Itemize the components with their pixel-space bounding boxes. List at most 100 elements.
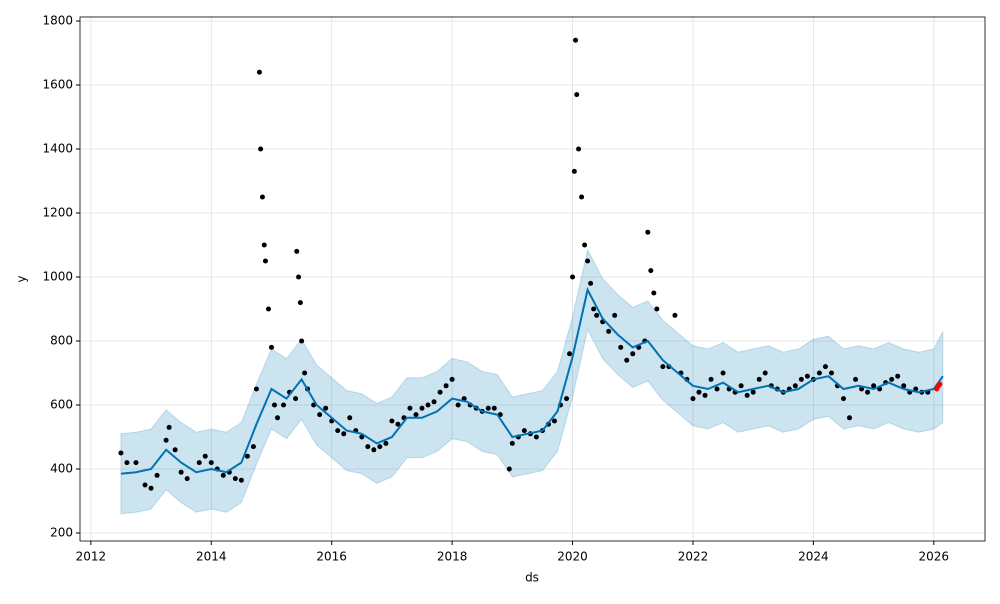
observed-point: [720, 370, 726, 376]
observed-point: [196, 460, 202, 466]
observed-point: [485, 405, 491, 411]
x-tick-label: 2016: [316, 550, 347, 564]
observed-point: [244, 453, 250, 459]
observed-point: [624, 357, 630, 363]
observed-point: [702, 392, 708, 398]
observed-point: [847, 415, 853, 421]
observed-point: [564, 396, 570, 402]
observed-point: [256, 69, 262, 75]
y-axis-label: y: [15, 275, 29, 282]
y-tick-label: 200: [50, 526, 73, 540]
observed-point: [431, 399, 437, 405]
future-point: [937, 381, 943, 387]
observed-point: [573, 37, 579, 43]
observed-point: [491, 405, 497, 411]
observed-point: [654, 306, 660, 312]
x-tick-label: 2018: [437, 550, 468, 564]
observed-point: [738, 383, 744, 389]
x-tick-label: 2022: [678, 550, 709, 564]
observed-point: [425, 402, 431, 408]
observed-point: [154, 472, 160, 478]
observed-point: [576, 146, 582, 152]
observed-point: [585, 258, 591, 264]
observed-point: [142, 482, 148, 488]
observed-point: [567, 351, 573, 357]
observed-point: [588, 280, 594, 286]
observed-point: [347, 415, 353, 421]
observed-point: [253, 386, 259, 392]
observed-point: [762, 370, 768, 376]
observed-point: [302, 370, 308, 376]
observed-point: [124, 460, 130, 466]
observed-point: [871, 383, 877, 389]
observed-point: [521, 428, 527, 434]
y-tick-label: 1800: [42, 14, 73, 28]
observed-point: [533, 434, 539, 440]
observed-point: [645, 229, 651, 235]
observed-point: [618, 344, 624, 350]
observed-point: [262, 258, 268, 264]
observed-point: [594, 312, 600, 318]
observed-point: [571, 168, 577, 174]
observed-point: [377, 444, 383, 450]
observed-point: [630, 351, 636, 357]
observed-point: [148, 485, 154, 491]
y-tick-label: 1000: [42, 270, 73, 284]
observed-point: [449, 376, 455, 382]
x-axis-label: ds: [525, 571, 539, 585]
observed-point: [294, 248, 300, 254]
observed-point: [509, 440, 515, 446]
plot-frame: [79, 16, 986, 542]
observed-point: [250, 444, 256, 450]
observed-point: [274, 415, 280, 421]
observed-point: [895, 373, 901, 379]
observed-point: [413, 412, 419, 418]
observed-point: [365, 444, 371, 450]
observed-point: [389, 418, 395, 424]
x-tick-label: 2014: [196, 550, 227, 564]
observed-point: [232, 476, 238, 482]
forecast-line: [120, 286, 944, 475]
observed-point: [323, 405, 329, 411]
uncertainty-band: [120, 248, 944, 515]
observed-point: [582, 242, 588, 248]
x-tick-label: 2012: [76, 550, 107, 564]
observed-point: [208, 460, 214, 466]
observed-point: [172, 447, 178, 453]
observed-point: [822, 364, 828, 370]
observed-point: [443, 383, 449, 389]
observed-point: [816, 370, 822, 376]
observed-point: [419, 405, 425, 411]
observed-point: [570, 274, 576, 280]
y-tick-label: 400: [50, 462, 73, 476]
observed-point: [853, 376, 859, 382]
observed-point: [184, 476, 190, 482]
observed-point: [865, 389, 871, 395]
observed-point: [648, 268, 654, 274]
x-tick-label: 2020: [557, 550, 588, 564]
observed-point: [371, 447, 377, 453]
observed-point: [293, 396, 299, 402]
x-tick-label: 2026: [919, 550, 950, 564]
x-tick-label: 2024: [798, 550, 829, 564]
observed-point: [261, 242, 267, 248]
observed-point: [792, 383, 798, 389]
observed-point: [268, 344, 274, 350]
observed-point: [281, 402, 287, 408]
observed-point: [696, 389, 702, 395]
observed-point: [341, 431, 347, 437]
observed-point: [455, 402, 461, 408]
observed-point: [259, 194, 265, 200]
observed-point: [271, 402, 277, 408]
observed-point: [591, 306, 597, 312]
observed-point: [178, 469, 184, 475]
observed-point: [744, 392, 750, 398]
observed-point: [166, 424, 172, 430]
observed-point: [612, 312, 618, 318]
observed-point: [606, 328, 612, 334]
observed-point: [297, 300, 303, 306]
observed-point: [840, 396, 846, 402]
observed-point: [202, 453, 208, 459]
observed-point: [461, 396, 467, 402]
